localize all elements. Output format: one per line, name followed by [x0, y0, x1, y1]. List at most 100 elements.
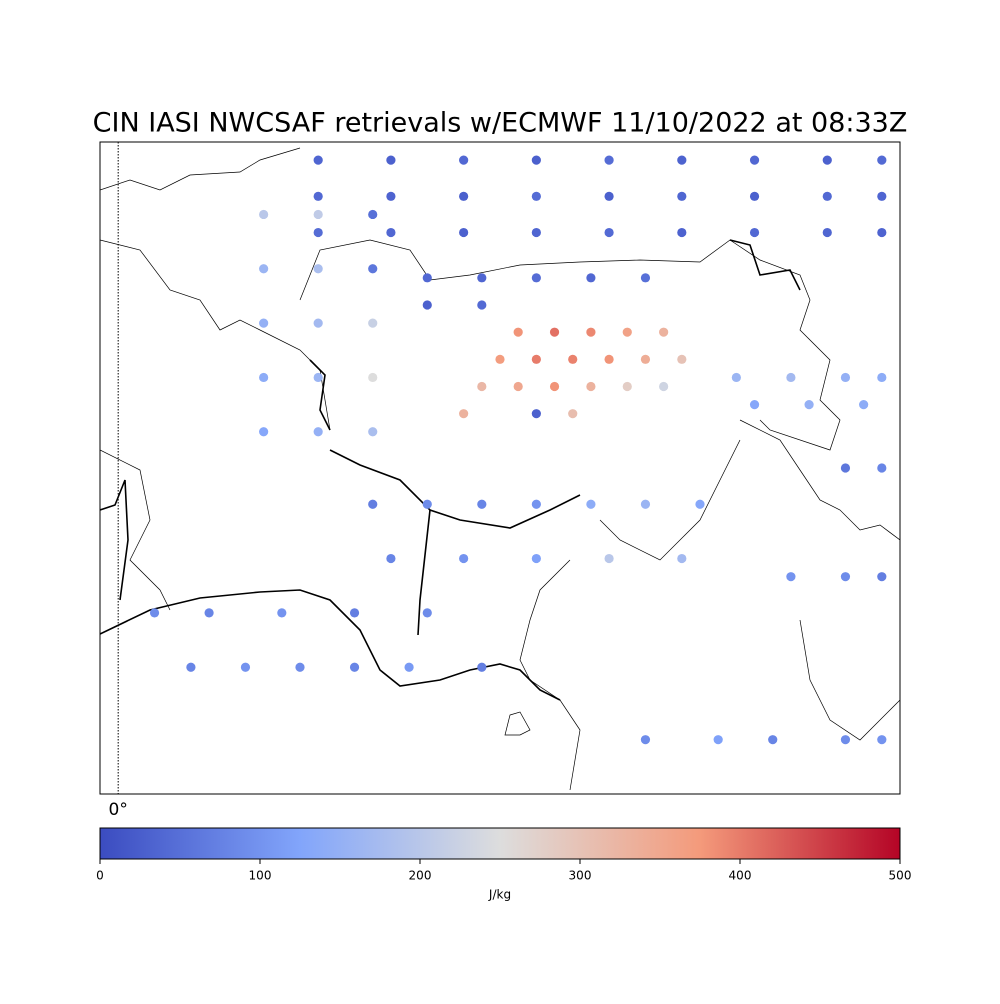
- retrieval-point: [313, 427, 323, 437]
- retrieval-point: [749, 227, 760, 238]
- retrieval-point: [640, 735, 651, 745]
- retrieval-point: [204, 608, 214, 618]
- retrieval-point: [859, 400, 869, 410]
- retrieval-point: [731, 372, 741, 383]
- retrieval-point: [549, 381, 560, 392]
- retrieval-point: [622, 327, 632, 337]
- retrieval-point: [677, 354, 687, 364]
- retrieval-point: [477, 499, 487, 509]
- retrieval-point: [749, 155, 760, 165]
- colorbar-label: J/kg: [488, 888, 511, 902]
- retrieval-point: [386, 227, 396, 238]
- retrieval-point: [259, 264, 269, 274]
- retrieval-point: [386, 553, 396, 564]
- retrieval-point: [313, 372, 323, 383]
- retrieval-point: [477, 300, 487, 310]
- retrieval-point: [422, 499, 432, 509]
- colorbar-tick-label: 400: [729, 869, 752, 883]
- retrieval-point: [713, 735, 723, 745]
- retrieval-point: [586, 327, 596, 337]
- meridian-label: 0°: [109, 800, 128, 820]
- retrieval-point: [640, 499, 651, 509]
- retrieval-point: [368, 264, 378, 274]
- colorbar-tick-label: 200: [409, 869, 432, 883]
- retrieval-point: [259, 209, 269, 220]
- retrieval-point: [786, 372, 796, 383]
- retrieval-point: [877, 191, 887, 201]
- retrieval-point: [368, 372, 378, 383]
- retrieval-point: [604, 191, 614, 201]
- retrieval-point: [459, 553, 469, 564]
- retrieval-point: [586, 381, 596, 392]
- retrieval-point: [640, 354, 651, 364]
- retrieval-point: [240, 662, 251, 672]
- retrieval-point: [877, 572, 887, 582]
- retrieval-point: [422, 608, 432, 618]
- retrieval-point: [804, 400, 814, 410]
- retrieval-point: [313, 264, 323, 274]
- retrieval-point: [513, 381, 523, 392]
- retrieval-point: [531, 499, 541, 509]
- retrieval-point: [840, 735, 851, 745]
- retrieval-point: [877, 372, 887, 383]
- colorbar: J/kg 0 100 200 300 400 500: [96, 827, 912, 902]
- retrieval-point: [749, 400, 760, 410]
- retrieval-point: [695, 499, 705, 509]
- retrieval-point: [531, 155, 541, 165]
- retrieval-point: [586, 273, 596, 283]
- retrieval-point: [531, 409, 541, 419]
- retrieval-point: [313, 227, 323, 238]
- retrieval-point: [149, 608, 160, 618]
- retrieval-point: [604, 227, 614, 238]
- retrieval-point: [840, 372, 851, 383]
- retrieval-point: [368, 499, 378, 509]
- retrieval-point: [513, 327, 523, 337]
- retrieval-point: [313, 155, 323, 165]
- colorbar-tick-label: 100: [249, 869, 272, 883]
- retrieval-point: [459, 191, 469, 201]
- retrieval-point: [368, 318, 378, 328]
- colorbar-gradient: [99, 827, 901, 860]
- retrieval-point: [386, 191, 396, 201]
- retrieval-point: [459, 155, 469, 165]
- retrieval-point: [822, 191, 832, 201]
- retrieval-point: [531, 191, 541, 201]
- retrieval-point: [495, 354, 505, 364]
- retrieval-point: [386, 155, 396, 165]
- retrieval-point: [531, 273, 541, 283]
- retrieval-point: [877, 155, 887, 165]
- retrieval-point: [822, 227, 832, 238]
- retrieval-point: [459, 227, 469, 238]
- retrieval-point: [259, 372, 269, 383]
- retrieval-point: [604, 155, 614, 165]
- colorbar-tick-label: 500: [889, 869, 912, 883]
- retrieval-point: [477, 273, 487, 283]
- colorbar-tick-label: 0: [96, 869, 104, 883]
- retrieval-point: [186, 662, 196, 672]
- retrieval-point: [877, 735, 887, 745]
- retrieval-point: [877, 463, 887, 473]
- retrieval-point: [549, 327, 560, 337]
- retrieval-point: [677, 227, 687, 238]
- retrieval-point: [586, 499, 596, 509]
- retrieval-point: [295, 662, 305, 672]
- retrieval-point: [313, 318, 323, 328]
- retrieval-point: [459, 409, 469, 419]
- retrieval-point: [368, 427, 378, 437]
- retrieval-point: [677, 191, 687, 201]
- retrieval-point: [749, 191, 760, 201]
- retrieval-point: [349, 608, 360, 618]
- retrieval-point: [840, 572, 851, 582]
- retrieval-point: [659, 381, 669, 392]
- retrieval-point: [422, 273, 432, 283]
- retrieval-point: [604, 354, 614, 364]
- retrieval-point: [477, 662, 487, 672]
- retrieval-point: [640, 273, 651, 283]
- retrieval-point: [677, 553, 687, 564]
- retrieval-point: [313, 209, 323, 220]
- retrieval-point: [822, 155, 832, 165]
- retrieval-point: [604, 553, 614, 564]
- retrieval-point: [768, 735, 778, 745]
- retrieval-point: [259, 427, 269, 437]
